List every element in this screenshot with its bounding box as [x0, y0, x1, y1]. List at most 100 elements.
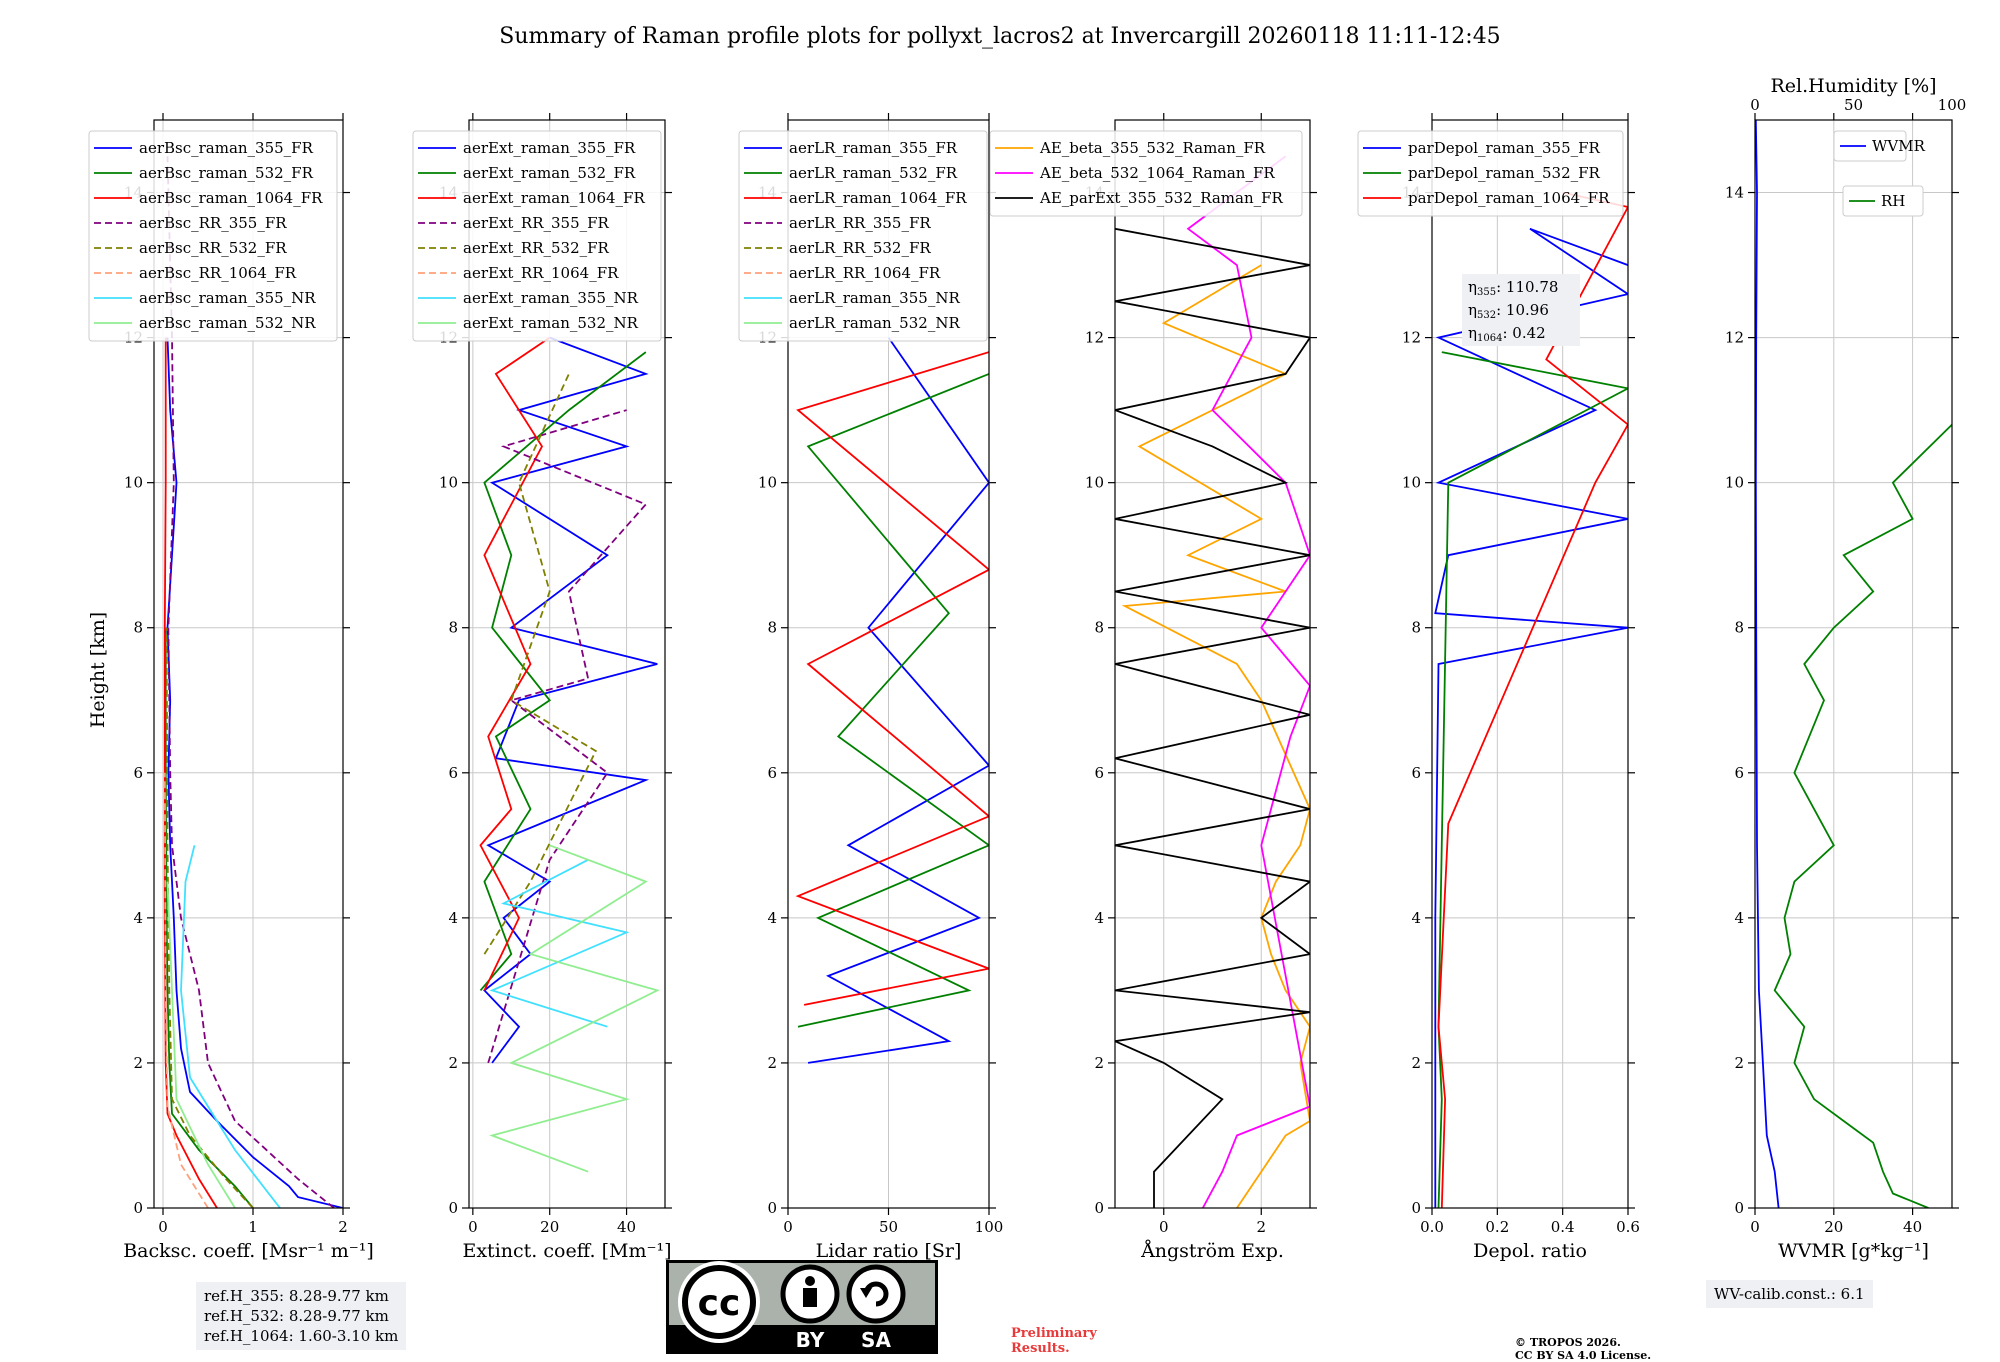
axes-frame — [468, 119, 666, 1209]
legend-label: aerBsc_raman_355_FR — [139, 139, 314, 157]
legend-label: aerExt_RR_532_FR — [463, 239, 610, 257]
top-tick-label: 100 — [1938, 96, 1967, 114]
y-tick-label: 10 — [1085, 474, 1104, 492]
y-tick-label: 4 — [448, 909, 458, 927]
x-tick-label: 0 — [468, 1218, 478, 1236]
y-tick-label: 0 — [1094, 1199, 1104, 1217]
y-tick-label: 4 — [767, 909, 777, 927]
copyright-line-2: CC BY SA 4.0 License. — [1515, 1349, 1652, 1362]
series-group — [1755, 120, 1952, 1208]
y-tick-label: 4 — [1411, 909, 1421, 927]
y-tick-label: 6 — [767, 764, 777, 782]
series-group — [163, 156, 343, 1208]
x-tick-label: 100 — [975, 1218, 1004, 1236]
legend-label: aerLR_raman_355_FR — [789, 139, 958, 157]
legend-label: aerLR_RR_532_FR — [789, 239, 931, 257]
x-axis-label: Lidar ratio [Sr] — [816, 1240, 962, 1262]
legend-label: parDepol_raman_1064_FR — [1408, 189, 1610, 207]
series-aerBsc_raman_532_NR — [166, 881, 236, 1208]
x-axis-label: WVMR [g*kg⁻¹] — [1778, 1240, 1929, 1262]
legend: AE_beta_355_532_Raman_FR AE_beta_532_1064… — [989, 130, 1303, 217]
series-AE_parExt_355_532_Raman_FR — [1115, 227, 1310, 1208]
series-aerBsc_RR_1064_FR — [163, 772, 209, 1208]
legend-frame — [738, 130, 988, 342]
legend-label: aerLR_raman_355_NR — [789, 289, 960, 307]
y-tick-label: 12 — [1085, 329, 1104, 347]
series-aerExt_raman_355_NR — [489, 859, 630, 1028]
legend-label: aerLR_raman_532_FR — [789, 164, 958, 182]
by-label: BY — [796, 1328, 825, 1352]
y-tick-label: 6 — [448, 764, 458, 782]
axes-frame — [1114, 119, 1311, 1209]
y-tick-label: 8 — [1094, 619, 1104, 637]
y-tick-label: 0 — [133, 1199, 143, 1217]
x-tick-label: 2 — [1256, 1218, 1266, 1236]
x-axis-label: Ångström Exp. — [1140, 1240, 1284, 1262]
legend: WVMR — [1833, 130, 1926, 162]
y-tick-label: 2 — [1094, 1054, 1104, 1072]
series-aerLR_raman_355_FR — [807, 337, 989, 1064]
legend-label: aerBsc_RR_355_FR — [139, 214, 287, 232]
legend-label: AE_parExt_355_532_Raman_FR — [1039, 189, 1284, 207]
series-aerExt_raman_532_FR — [479, 351, 647, 991]
series-group — [795, 337, 989, 1064]
y-tick-label: 2 — [1734, 1054, 1744, 1072]
series-aerBsc_raman_355_FR — [166, 337, 343, 1208]
series-aerExt_RR_355_FR — [487, 409, 648, 1064]
y-tick-label: 0 — [448, 1199, 458, 1217]
series-group — [1434, 191, 1628, 1208]
x-tick-label: 20 — [540, 1218, 559, 1236]
legend-label: RH — [1881, 192, 1905, 210]
y-tick-label: 2 — [1411, 1054, 1421, 1072]
y-tick-label: 8 — [448, 619, 458, 637]
panel-angstrom: 0246810121402Ångström Exp.AE_beta_355_53… — [989, 113, 1317, 1262]
preliminary-line-1: Preliminary — [1011, 1326, 1097, 1341]
series-aerExt_RR_532_FR — [483, 373, 597, 955]
x-tick-label: 0.2 — [1485, 1218, 1509, 1236]
legend-label: aerExt_raman_355_NR — [463, 289, 639, 307]
copyright-line-1: © TROPOS 2026. — [1515, 1336, 1621, 1349]
axes-frame — [153, 119, 344, 1209]
y-tick-label: 10 — [439, 474, 458, 492]
ref-h-532: ref.H_532: 8.28-9.77 km — [204, 1307, 389, 1325]
x-tick-label: 1 — [248, 1218, 258, 1236]
x-tick-label: 0 — [1750, 1218, 1760, 1236]
x-axis-label: Backsc. coeff. [Msr⁻¹ m⁻¹] — [123, 1240, 374, 1262]
series-AE_beta_532_1064_Raman_FR — [1186, 155, 1310, 1208]
x-tick-label: 0 — [158, 1218, 168, 1236]
legend: parDepol_raman_355_FR parDepol_raman_532_… — [1357, 130, 1624, 217]
reference-height-box: ref.H_355: 8.28-9.77 km ref.H_532: 8.28-… — [196, 1282, 407, 1350]
eta-box: η355: 110.78 η532: 10.96 η1064: 0.42 — [1462, 274, 1580, 346]
legend-label: aerBsc_raman_1064_FR — [139, 189, 323, 207]
top-axis-label: Rel.Humidity [%] — [1770, 75, 1936, 97]
cc-circle-icon — [678, 1261, 760, 1343]
legend-label: parDepol_raman_355_FR — [1408, 139, 1601, 157]
legend: aerBsc_raman_355_FR aerBsc_raman_532_FRae… — [88, 130, 338, 342]
y-tick-label: 8 — [767, 619, 777, 637]
ref-h-1064: ref.H_1064: 1.60-3.10 km — [204, 1327, 399, 1345]
top-tick-label: 50 — [1844, 96, 1863, 114]
legend-label: aerBsc_raman_532_FR — [139, 164, 314, 182]
series-aerExt_raman_1064_FR — [479, 336, 551, 991]
x-axis-label: Extinct. coeff. [Mm⁻¹] — [462, 1240, 671, 1262]
legend-frame — [88, 130, 338, 342]
x-tick-label: 40 — [1903, 1218, 1922, 1236]
legend-label: aerBsc_raman_355_NR — [139, 289, 316, 307]
legend: RH — [1842, 185, 1924, 217]
x-tick-label: 0.4 — [1551, 1218, 1575, 1236]
legend-label: aerExt_raman_532_NR — [463, 314, 639, 332]
y-tick-label: 8 — [133, 619, 143, 637]
y-tick-label: 10 — [758, 474, 777, 492]
legend-label: parDepol_raman_532_FR — [1408, 164, 1601, 182]
y-tick-label: 2 — [767, 1054, 777, 1072]
figure-title: Summary of Raman profile plots for polly… — [499, 24, 1500, 49]
legend-frame — [412, 130, 662, 342]
y-tick-label: 2 — [133, 1054, 143, 1072]
ref-h-355: ref.H_355: 8.28-9.77 km — [204, 1287, 389, 1305]
legend-frame — [1833, 130, 1907, 162]
top-tick-label: 0 — [1750, 96, 1760, 114]
y-tick-label: 10 — [124, 474, 143, 492]
axes-frame — [1754, 119, 1953, 1209]
legend-label: aerExt_RR_355_FR — [463, 214, 610, 232]
